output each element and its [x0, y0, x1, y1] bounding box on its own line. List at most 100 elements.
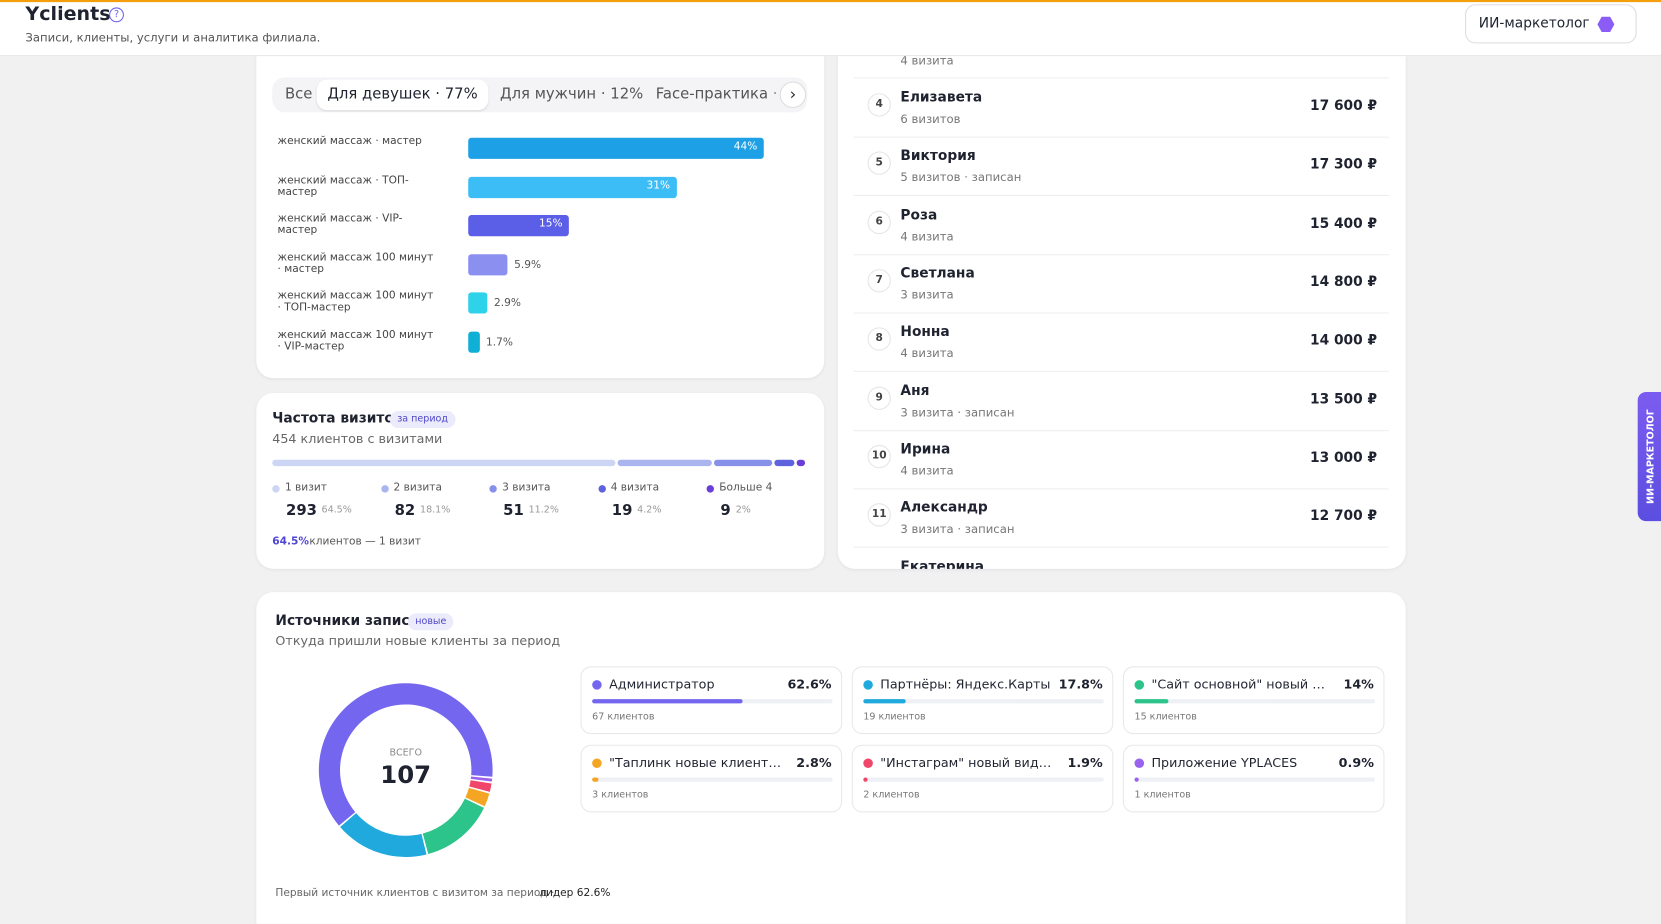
client-amount: 14 000 ₽ — [1310, 332, 1378, 349]
source-tile[interactable]: "Сайт основной" новый вид… 14% 15 клиентов — [1122, 666, 1385, 735]
group-share: 11.2% — [528, 505, 559, 516]
progress-fill — [1134, 777, 1139, 782]
row-divider — [853, 253, 1389, 255]
header: Yclients? Записи, клиенты, услуги и анали… — [0, 0, 1661, 57]
button-icon — [1597, 16, 1615, 32]
client-name: Светлана — [900, 265, 975, 282]
tab[interactable]: Для мужчин · 12% — [499, 85, 644, 103]
progress-fill — [863, 777, 868, 782]
client-amount: 12 700 ₽ — [1310, 508, 1378, 525]
bar-label: 44% — [733, 140, 758, 153]
source-share: 62.6% — [787, 676, 832, 692]
next-button[interactable]: › — [779, 81, 807, 109]
source-clients: 19 клиентов — [863, 711, 926, 723]
legend-name: 1 визит — [284, 481, 327, 494]
source-tile[interactable]: "Таплинк новые клиенты" н… 2.8% 3 клиентов — [580, 744, 843, 813]
donut-segment — [465, 787, 490, 807]
bar-label: 1.7% — [485, 336, 513, 348]
source-clients: 67 клиентов — [592, 711, 655, 723]
service-name: женский массаж · VIP-мастер — [277, 212, 403, 237]
side-tab-label: ИИ-МАРКЕТОЛОГ — [1646, 409, 1657, 504]
client-sub: 4 визита — [900, 229, 954, 244]
row-divider — [853, 77, 1389, 79]
source-clients: 1 клиентов — [1134, 790, 1191, 801]
client-amount: 15 400 ₽ — [1310, 215, 1378, 232]
source-name: Администратор — [609, 676, 715, 692]
frequency-segment — [774, 459, 795, 467]
legend-name: 3 визита — [502, 481, 551, 494]
rank-badge: 11 — [867, 503, 891, 527]
legend-dot — [863, 680, 873, 690]
progress-track — [592, 777, 833, 782]
source-name: "Инстаграм" новый виджет — [880, 755, 1061, 771]
source-name: Партнёры: Яндекс.Карты — [880, 676, 1051, 692]
group-count: 293 — [286, 502, 317, 520]
progress-track — [1134, 699, 1375, 704]
client-sub: 3 визита — [900, 288, 954, 302]
group-count: 19 — [611, 502, 633, 520]
legend-dot — [272, 485, 280, 493]
rank-badge: 8 — [867, 327, 891, 351]
row-divider — [853, 312, 1389, 314]
source-tile[interactable]: Приложение YPLACES 0.9% 1 клиентов — [1122, 744, 1385, 813]
source-share: 1.9% — [1067, 755, 1103, 771]
side-tab[interactable]: ИИ-МАРКЕТОЛОГ — [1637, 391, 1661, 522]
service-name: женский массаж · мастер — [277, 135, 422, 148]
footer-text: клиентов — 1 визит — [309, 536, 421, 548]
client-sub: 4 визита — [900, 346, 954, 361]
client-name: Елизавета — [900, 90, 983, 106]
legend-dot — [380, 485, 389, 493]
client-amount: 13 500 ₽ — [1310, 391, 1378, 408]
row-divider — [853, 546, 1389, 548]
tabs: Все Для девушек · 77% Для мужчин · 12% Face… — [272, 77, 808, 113]
service-bar: 44% — [468, 137, 764, 159]
source-tile[interactable]: Партнёры: Яндекс.Карты 17.8% 19 клиентов — [851, 666, 1114, 735]
frequency-segment — [272, 459, 616, 467]
legend-dot — [1134, 680, 1145, 690]
progress-track — [1134, 777, 1375, 782]
client-sub: 3 визита · записан — [900, 522, 1015, 537]
progress-fill — [1134, 699, 1169, 704]
sources-card: Источники записи новые Откуда пришли новые… — [256, 592, 1406, 924]
row-divider — [853, 370, 1389, 373]
footer-leader: лидер 62.6% — [539, 887, 611, 900]
help-icon: ? — [109, 7, 124, 23]
donut — [318, 683, 493, 857]
source-tile[interactable]: "Инстаграм" новый виджет 1.9% 2 клиентов — [851, 744, 1114, 813]
progress-fill — [592, 699, 743, 704]
source-share: 14% — [1343, 676, 1374, 692]
rank-badge: 6 — [867, 210, 891, 234]
rank-badge: 9 — [867, 386, 891, 410]
client-sub: 6 визитов — [900, 112, 961, 127]
bar-label: 2.9% — [494, 297, 521, 310]
legend-name: Больше 4 — [719, 481, 773, 494]
badge: за период — [389, 411, 456, 428]
legend-dot — [592, 758, 602, 768]
service-bar: 31% — [468, 176, 677, 198]
service-bar: 15% — [468, 215, 569, 237]
source-name: "Таплинк новые клиенты" н… — [609, 755, 789, 771]
service-bar — [468, 331, 480, 353]
group-share: 4.2% — [637, 505, 662, 516]
tab[interactable]: Для девушек · 77% — [316, 79, 489, 111]
client-name: Роза — [900, 207, 938, 224]
service-bar — [468, 253, 508, 275]
source-share: 17.8% — [1058, 676, 1103, 692]
legend-dot — [597, 485, 606, 493]
source-tile[interactable]: Администратор 62.6% 67 клиентов — [580, 666, 843, 735]
client-sub: 4 визита — [900, 54, 954, 68]
section-subtitle: Откуда пришли новые клиенты за период — [275, 633, 561, 649]
donut-segment — [318, 683, 493, 826]
tab[interactable]: Все — [284, 85, 313, 103]
bar-label: 31% — [646, 179, 671, 192]
button-label: ИИ-маркетолог — [1478, 15, 1590, 32]
progress-fill — [863, 699, 907, 704]
rank-badge: 10 — [867, 444, 891, 468]
service-name: женский массаж 100 минут · мастер — [277, 251, 434, 275]
progress-track — [863, 699, 1104, 704]
group-count: 9 — [720, 502, 731, 520]
tab[interactable]: Face-практика · 6% — [655, 85, 806, 103]
progress-fill — [592, 777, 599, 782]
ai-button[interactable]: ИИ-маркетолог — [1465, 4, 1637, 44]
